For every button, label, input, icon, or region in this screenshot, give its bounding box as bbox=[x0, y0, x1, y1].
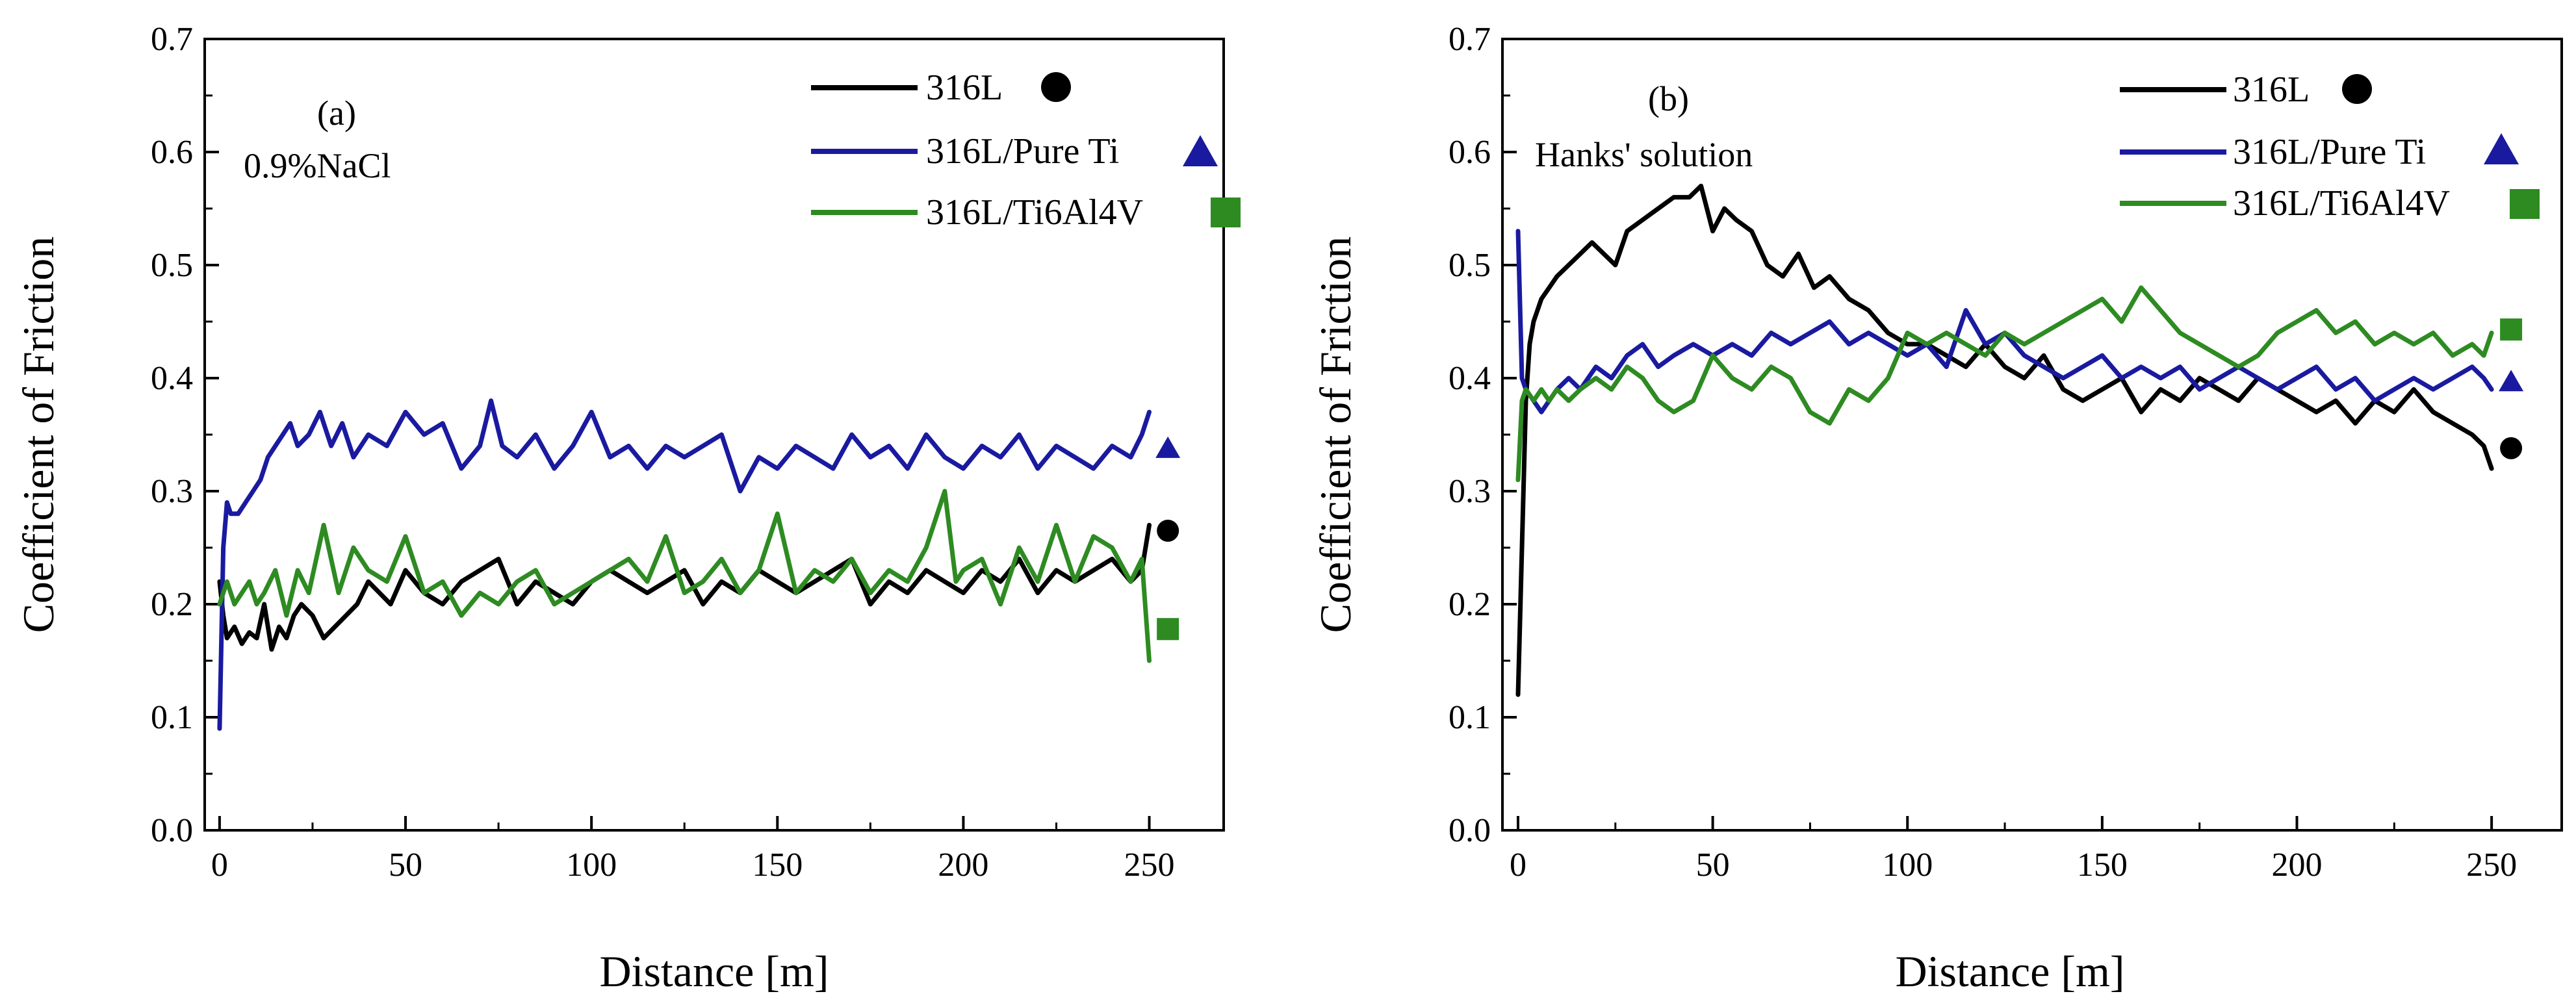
panel-a-medium: 0.9%NaCl bbox=[244, 146, 391, 185]
y-tick-label: 0.4 bbox=[151, 360, 193, 397]
legend-a-triangle-marker bbox=[1183, 135, 1218, 166]
panel-b-y-ticks: 0.0 0.1 0.2 0.3 0.4 0.5 0.6 0.7 bbox=[1449, 21, 1517, 849]
panel-b-series bbox=[1515, 183, 2494, 697]
panel-a-end-markers bbox=[1155, 436, 1181, 641]
legend-b-triangle-marker bbox=[2484, 133, 2519, 164]
panel-a-legend: 316L 316L/Pure Ti 316L/Ti6Al4V bbox=[811, 68, 1241, 233]
x-tick-label: 50 bbox=[1696, 847, 1730, 884]
legend-a-pureti-label: 316L/Pure Ti bbox=[926, 131, 1119, 172]
legend-b-pureti-label: 316L/Pure Ti bbox=[2233, 132, 2426, 172]
x-tick-label: 150 bbox=[752, 847, 803, 884]
end-marker-ti6al4v bbox=[1157, 618, 1179, 641]
x-tick-label: 250 bbox=[1124, 847, 1175, 884]
x-tick-label: 0 bbox=[1510, 847, 1526, 884]
series-line-ti6al4v bbox=[1515, 285, 2494, 483]
y-tick-label: 0.4 bbox=[1449, 360, 1491, 397]
y-tick-label: 0.1 bbox=[1449, 699, 1491, 736]
panel-b-x-axis-title: Distance [m] bbox=[1895, 947, 2124, 996]
panel-b: 0.0 0.1 0.2 0.3 0.4 0.5 0.6 0.7 0 50 100 150 200 250… bbox=[1311, 21, 2563, 996]
panel-a-y-ticks: 0.0 0.1 0.2 0.3 0.4 0.5 0.6 0.7 bbox=[151, 21, 219, 849]
x-tick-label: 150 bbox=[2077, 847, 2128, 884]
end-marker-pure-ti bbox=[2499, 370, 2524, 392]
panel-b-label: (b) bbox=[1648, 79, 1689, 118]
legend-b-316l-label: 316L bbox=[2233, 70, 2310, 110]
panel-a-series bbox=[217, 398, 1152, 731]
end-marker-ti6al4v bbox=[2500, 318, 2523, 341]
y-tick-label: 0.3 bbox=[1449, 473, 1491, 510]
y-tick-label: 0.6 bbox=[151, 134, 193, 171]
y-tick-label: 0.3 bbox=[151, 473, 193, 510]
panel-b-x-ticks: 0 50 100 150 200 250 bbox=[1510, 816, 2517, 884]
panel-a-x-ticks: 0 50 100 150 200 250 bbox=[211, 816, 1175, 884]
y-tick-label: 0.0 bbox=[1449, 812, 1491, 849]
panel-a-label: (a) bbox=[317, 94, 356, 133]
series-line-316l bbox=[1515, 183, 2494, 697]
legend-a-ti6al4v-label: 316L/Ti6Al4V bbox=[926, 192, 1143, 233]
y-tick-label: 0.5 bbox=[151, 247, 193, 284]
y-tick-label: 0.6 bbox=[1449, 134, 1491, 171]
legend-b-circle-marker bbox=[2342, 74, 2372, 104]
x-tick-label: 50 bbox=[389, 847, 422, 884]
panel-b-legend: 316L 316L/Pure Ti 316L/Ti6Al4V bbox=[2120, 70, 2540, 223]
x-tick-label: 100 bbox=[566, 847, 617, 884]
panel-b-y-axis-title: Coefficient of Friction bbox=[1311, 236, 1360, 633]
y-tick-label: 0.0 bbox=[151, 812, 193, 849]
y-tick-label: 0.5 bbox=[1449, 247, 1491, 284]
end-marker-316l bbox=[2500, 437, 2523, 459]
panel-b-medium: Hanks' solution bbox=[1535, 135, 1753, 174]
series-line-ti6al4v bbox=[217, 489, 1152, 663]
x-tick-label: 100 bbox=[1882, 847, 1933, 884]
y-tick-label: 0.2 bbox=[151, 586, 193, 623]
y-tick-label: 0.1 bbox=[151, 699, 193, 736]
panel-a-x-axis-title: Distance [m] bbox=[599, 947, 829, 996]
legend-b-ti6al4v-label: 316L/Ti6Al4V bbox=[2233, 183, 2450, 223]
end-marker-316l bbox=[1157, 519, 1179, 542]
legend-b-square-marker bbox=[2510, 189, 2540, 219]
series-line-pure-ti bbox=[217, 398, 1152, 731]
legend-a-circle-marker bbox=[1041, 72, 1071, 102]
x-tick-label: 0 bbox=[211, 847, 228, 884]
legend-a-316l-label: 316L bbox=[926, 68, 1003, 108]
x-tick-label: 200 bbox=[2272, 847, 2323, 884]
y-tick-label: 0.7 bbox=[1449, 21, 1491, 58]
panel-b-end-markers bbox=[2499, 318, 2524, 459]
end-marker-pure-ti bbox=[1155, 436, 1181, 458]
x-tick-label: 250 bbox=[2466, 847, 2517, 884]
x-tick-label: 200 bbox=[938, 847, 988, 884]
legend-a-square-marker bbox=[1211, 198, 1241, 227]
y-tick-label: 0.2 bbox=[1449, 586, 1491, 623]
y-tick-label: 0.7 bbox=[151, 21, 193, 58]
panel-a: 0.0 0.1 0.2 0.3 0.4 0.5 0.6 0.7 0 50 100 150 200 250… bbox=[14, 21, 1241, 996]
panel-a-y-axis-title: Coefficient of Friction bbox=[14, 236, 63, 633]
